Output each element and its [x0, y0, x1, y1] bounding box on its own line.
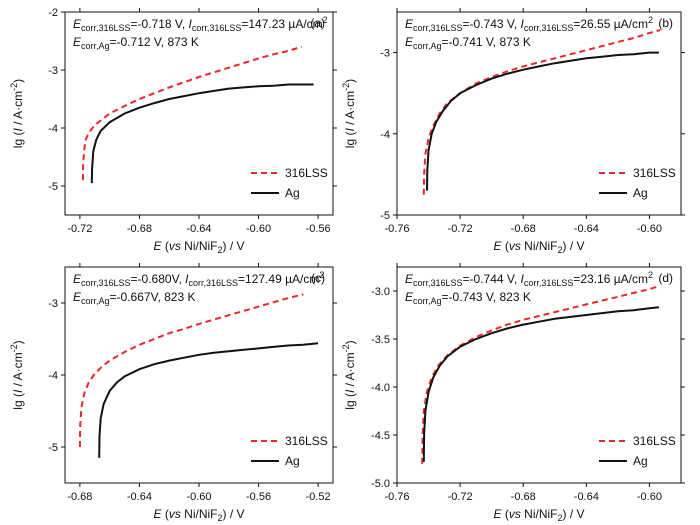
series-line-ag [422, 306, 660, 462]
x-tick-label: -0.68 [511, 223, 536, 235]
y-tick-label: -5 [48, 442, 58, 454]
x-tick-label: -0.64 [127, 491, 152, 503]
x-tick-label: -0.72 [448, 223, 473, 235]
legend-label-316lss: 316LSS [285, 166, 328, 180]
legend-label-ag: Ag [633, 454, 648, 468]
y-tick-label: -3.5 [371, 334, 390, 346]
y-tick-label: -3 [48, 298, 58, 310]
y-tick-label: -3 [380, 48, 390, 60]
y-axis-label: lg (I / A·cm-2) [341, 340, 357, 409]
x-axis-label: E (vs Ni/NiF2) / V [493, 239, 584, 255]
x-tick-label: -0.60 [637, 491, 662, 503]
panel-c: -0.68 -0.64 -0.60 -0.56 -0.52-3-4-5(c)Ecorr,… [9, 263, 337, 523]
x-tick-label: -0.60 [246, 223, 271, 235]
x-tick-label: -0.60 [186, 491, 211, 503]
series-line-ag [90, 83, 314, 184]
series-line-ag [426, 51, 659, 191]
y-tick-label: -4 [48, 123, 58, 135]
corrosion-annotation-316lss: Ecorr,316LSS=-0.718 V, Icorr,316LSS=147.… [73, 15, 328, 33]
x-tick-label: -0.68 [127, 223, 152, 235]
corrosion-annotation-316lss: Ecorr,316LSS=-0.744 V, Icorr,316LSS=23.1… [405, 270, 653, 288]
panel-d: -0.76 -0.72 -0.68 -0.64 -0.60 -3.0 -3.5 -4.0 -4.… [341, 263, 685, 523]
x-tick-label: -0.64 [574, 491, 599, 503]
series-line-ag [98, 342, 319, 458]
x-tick-label: -0.60 [637, 223, 662, 235]
legend-label-316lss: 316LSS [633, 434, 676, 448]
x-tick-label: -0.68 [511, 491, 536, 503]
x-tick-label: -0.76 [384, 491, 409, 503]
x-tick-label: -0.56 [306, 223, 331, 235]
panel-label: (b) [658, 16, 673, 30]
x-tick-label: -0.56 [246, 491, 271, 503]
panel-label: (c) [311, 271, 325, 285]
plot-frame [396, 11, 682, 216]
corrosion-annotation-ag: Ecorr,Ag=-0.743 V, 823 K [405, 290, 531, 306]
x-axis-label: E (vs Ni/NiF2) / V [153, 507, 244, 523]
y-tick-label: -4 [48, 370, 58, 382]
y-axis-label: lg (I / A·cm-2) [341, 79, 357, 148]
plot-frame [396, 266, 682, 484]
x-axis-label: E (vs Ni/NiF2) / V [153, 239, 244, 255]
y-tick-label: -4.5 [371, 430, 390, 442]
y-tick-label: -5 [48, 181, 58, 193]
panel-a: -0.72 -0.68 -0.64 -0.60 -0.56-2-3-4-5(a)Ecor… [9, 7, 337, 255]
corrosion-annotation-316lss: Ecorr,316LSS=-0.743 V, Icorr,316LSS=26.5… [405, 15, 653, 33]
y-axis-label: lg (I / A·cm-2) [9, 79, 25, 148]
x-tick-label: -0.52 [306, 491, 331, 503]
series-line-316lss [78, 293, 304, 448]
y-tick-label: -2 [48, 7, 58, 19]
x-axis-label: E (vs Ni/NiF2) / V [493, 507, 584, 523]
panel-label: (d) [658, 271, 673, 285]
corrosion-annotation-316lss: Ecorr,316LSS=-0.680V, Icorr,316LSS=127.4… [73, 270, 324, 288]
y-tick-label: -5 [380, 210, 390, 222]
legend-label-ag: Ag [285, 454, 300, 468]
panel-b: -0.76 -0.72 -0.68 -0.64 -0.60 -3 -4 -5 (b) Ecorr,… [341, 8, 685, 255]
y-tick-label: -4 [380, 129, 390, 141]
x-tick-label: -0.64 [186, 223, 211, 235]
x-tick-label: -0.72 [448, 491, 473, 503]
y-tick-label: -5.0 [371, 478, 390, 490]
y-tick-label: -3 [48, 65, 58, 77]
series-line-316lss [422, 28, 661, 195]
legend-label-316lss: 316LSS [285, 434, 328, 448]
x-tick-label: -0.64 [574, 223, 599, 235]
corrosion-annotation-ag: Ecorr,Ag=-0.667V, 823 K [73, 290, 196, 306]
x-tick-label: -0.68 [67, 491, 92, 503]
y-axis-label: lg (I / A·cm-2) [9, 340, 25, 409]
corrosion-annotation-ag: Ecorr,Ag=-0.741 V, 873 K [405, 35, 531, 51]
y-tick-label: -4.0 [371, 382, 390, 394]
legend-label-ag: Ag [633, 186, 648, 200]
corrosion-annotation-ag: Ecorr,Ag=-0.712 V, 873 K [73, 35, 199, 51]
legend-label-316lss: 316LSS [633, 166, 676, 180]
series-line-316lss [81, 45, 302, 181]
series-line-316lss [421, 285, 660, 464]
x-tick-label: -0.72 [67, 223, 92, 235]
panel-label: (a) [310, 16, 325, 30]
y-tick-label: -3.0 [371, 286, 390, 298]
legend-label-ag: Ag [285, 186, 300, 200]
x-tick-label: -0.76 [384, 223, 409, 235]
